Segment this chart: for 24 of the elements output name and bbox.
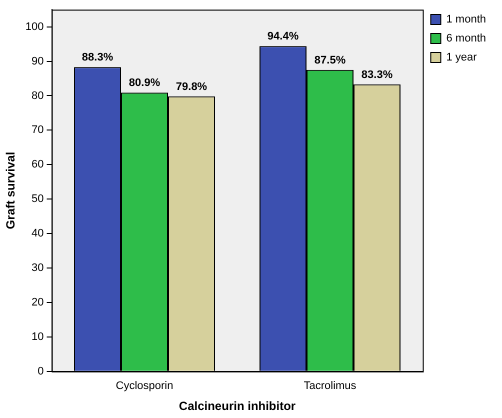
data-label: 94.4%	[267, 30, 299, 43]
data-label: 83.3%	[361, 68, 393, 81]
x-tick-label: Cyclosporin	[116, 380, 174, 392]
x-tick-label: Tacrolimus	[304, 380, 357, 392]
x-axis-title: Calcineurin inhibitor	[178, 399, 296, 414]
y-tick-label: 80	[32, 90, 44, 102]
legend-label: 1 year	[446, 52, 478, 64]
y-tick-label: 50	[32, 193, 44, 206]
legend-label: 6 month	[446, 32, 486, 45]
data-label: 87.5%	[314, 54, 346, 66]
y-tick-label: 30	[32, 262, 44, 274]
y-axis-title: Graft survival	[4, 152, 18, 230]
y-tick-label: 0	[38, 365, 44, 378]
legend-label: 1 month	[446, 14, 486, 26]
data-label: 79.8%	[176, 80, 208, 93]
y-tick-label: 70	[32, 124, 44, 136]
data-label: 88.3%	[82, 52, 114, 64]
y-tick-label: 90	[32, 55, 44, 68]
y-tick-label: 100	[25, 20, 44, 33]
data-label: 80.9%	[128, 77, 160, 90]
y-tick-label: 60	[32, 158, 44, 171]
y-tick-label: 20	[32, 296, 44, 309]
y-tick-label: 40	[32, 228, 44, 240]
y-tick-label: 10	[32, 330, 44, 343]
